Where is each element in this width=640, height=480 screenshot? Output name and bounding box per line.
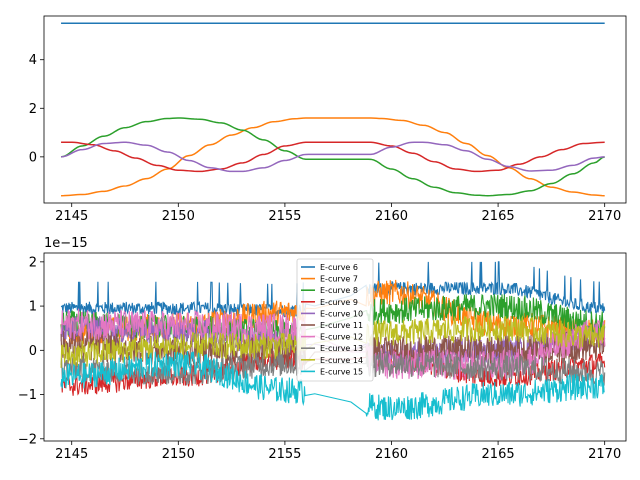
y-tick-label: 4 — [29, 53, 37, 68]
x-tick-label: 2150 — [162, 209, 195, 224]
x-tick-label: 2165 — [482, 447, 515, 462]
y-tick-label: 2 — [29, 102, 37, 117]
series-line-3 — [60, 117, 605, 197]
legend-label: E-curve 13 — [320, 344, 363, 353]
legend-label: E-curve 10 — [320, 309, 363, 318]
y-tick-label: −2 — [18, 432, 37, 447]
series-line-e-curve-15 — [60, 351, 605, 421]
y-tick-label: 1 — [29, 300, 37, 315]
legend-label: E-curve 15 — [320, 367, 363, 376]
x-tick-label: 2165 — [482, 209, 515, 224]
legend-label: E-curve 14 — [320, 356, 363, 365]
axes-frame — [43, 252, 627, 442]
y-offset-label: 1e−15 — [44, 236, 88, 251]
legend-box — [296, 258, 374, 382]
legend-label: E-curve 6 — [320, 263, 358, 272]
x-tick-label: 2155 — [268, 447, 301, 462]
y-tick-label: 0 — [29, 150, 37, 165]
x-tick-label: 2160 — [375, 447, 408, 462]
x-tick-label: 2145 — [55, 209, 88, 224]
y-tick-label: 2 — [29, 255, 37, 270]
top-axes: 2145 2150 2155 2160 2165 2170 0 2 4 — [29, 15, 627, 224]
legend-label: E-curve 7 — [320, 275, 358, 284]
legend-label: E-curve 9 — [320, 298, 358, 307]
x-tick-label: 2170 — [588, 209, 621, 224]
x-tick-label: 2170 — [588, 447, 621, 462]
series-line-5 — [60, 141, 605, 173]
x-tick-label: 2155 — [268, 209, 301, 224]
legend: E-curve 6 E-curve 7 E-curve 8 E-curve 9 E-cu… — [296, 258, 374, 382]
series-line-2 — [61, 117, 605, 197]
series-line-4 — [61, 141, 605, 173]
legend-label: E-curve 8 — [320, 286, 358, 295]
x-tick-label: 2160 — [375, 209, 408, 224]
y-tick-label: −1 — [18, 388, 37, 403]
bottom-axes: 2145 2150 2155 2160 2165 2170 −2 −1 0 1 2 1e−15 E-cu… — [18, 236, 627, 462]
top-plot-area — [60, 22, 605, 197]
legend-label: E-curve 12 — [320, 333, 363, 342]
y-tick-label: 0 — [29, 344, 37, 359]
x-tick-label: 2145 — [55, 447, 88, 462]
axes-frame — [43, 15, 627, 204]
x-tick-label: 2150 — [162, 447, 195, 462]
legend-label: E-curve 11 — [320, 321, 363, 330]
